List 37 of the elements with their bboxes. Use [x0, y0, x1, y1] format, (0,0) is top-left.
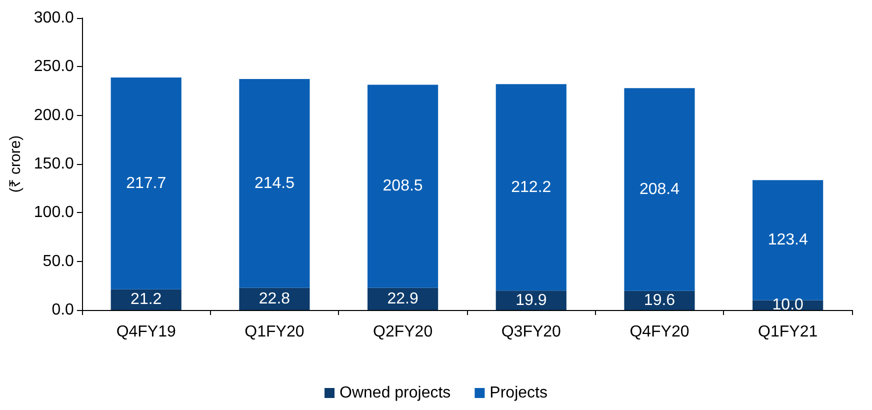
y-tick-label: 0.0	[52, 302, 74, 318]
data-label: 214.5	[254, 174, 295, 192]
y-tick-label: 300.0	[34, 10, 74, 26]
y-tick-label: 50.0	[42, 252, 74, 270]
bar	[110, 77, 182, 290]
data-label: 22.8	[258, 290, 290, 308]
bar	[624, 88, 695, 291]
data-label: 217.7	[126, 174, 166, 192]
bar	[368, 84, 438, 288]
legend-label: Owned projects	[340, 384, 451, 402]
data-label: 22.9	[387, 290, 418, 308]
data-label: 212.2	[511, 178, 552, 196]
data-label: 19.9	[516, 292, 547, 309]
y-tick-label: 250.0	[34, 58, 74, 76]
y-tick-label: 150.0	[34, 156, 74, 172]
data-label: 10.0	[772, 296, 804, 314]
x-tick-label: Q2FY20	[373, 324, 433, 340]
data-label: 208.5	[382, 178, 423, 195]
x-tick-label: Q1FY21	[758, 324, 818, 340]
data-label: 208.4	[639, 181, 680, 198]
data-label: 21.2	[130, 291, 162, 308]
bar	[496, 84, 566, 291]
data-label: 123.4	[768, 232, 808, 249]
bar	[496, 290, 566, 310]
bar	[239, 288, 310, 310]
bar	[368, 288, 438, 310]
x-tick-label: Q3FY20	[501, 324, 562, 340]
legend-label: Projects	[490, 384, 548, 402]
y-tick-label: 200.0	[34, 106, 74, 124]
x-tick-label: Q1FY20	[244, 324, 304, 340]
data-label: 19.6	[644, 292, 676, 309]
x-tick-label: Q4FY20	[630, 324, 690, 340]
bar	[239, 79, 310, 288]
y-tick-label: 100.0	[34, 204, 74, 222]
y-axis-title: (₹ crore)	[7, 135, 24, 193]
bar	[110, 289, 182, 310]
x-tick-label: Q4FY19	[116, 324, 176, 340]
